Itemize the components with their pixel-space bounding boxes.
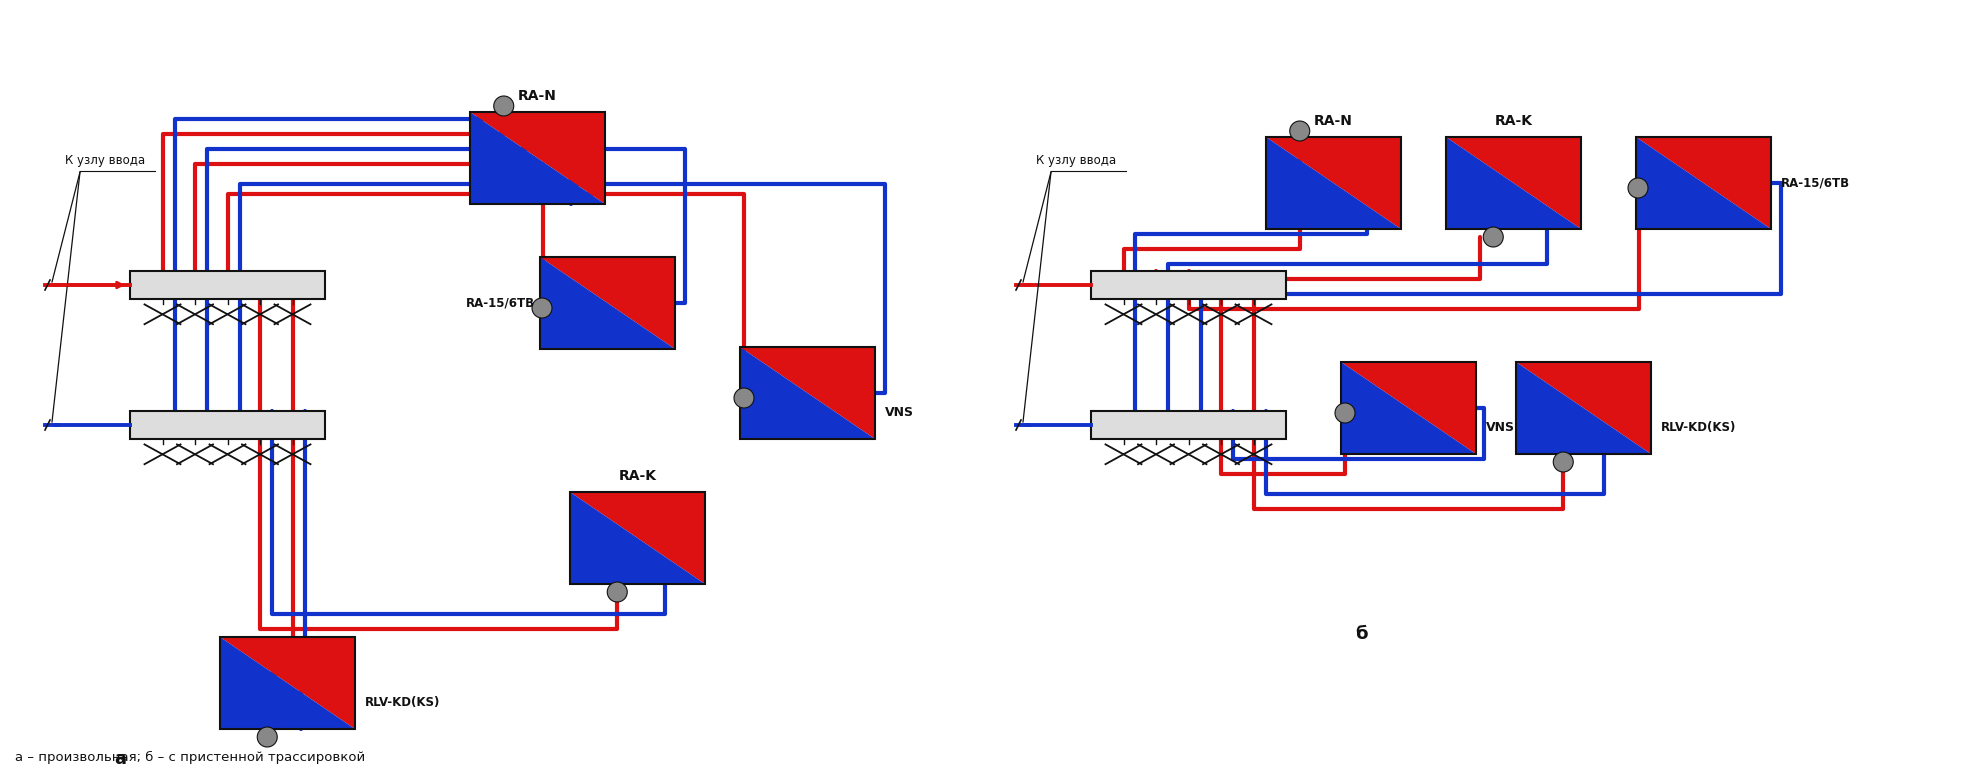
Bar (540, 257, 675, 349)
Bar (1340, 362, 1475, 454)
Polygon shape (1340, 362, 1475, 454)
Text: RA-N: RA-N (518, 89, 557, 103)
Circle shape (1628, 178, 1648, 198)
Text: VNS: VNS (885, 406, 914, 419)
Text: RA-K: RA-K (1495, 114, 1532, 128)
Polygon shape (571, 492, 704, 584)
Polygon shape (1517, 362, 1650, 454)
Bar (220, 637, 355, 729)
Polygon shape (740, 347, 875, 439)
Polygon shape (220, 637, 355, 729)
Bar (1091, 411, 1285, 439)
Text: RA-15/6ТВ: RA-15/6ТВ (1781, 176, 1850, 190)
Circle shape (608, 582, 628, 602)
Text: RA-N: RA-N (1315, 114, 1354, 128)
Polygon shape (1265, 137, 1401, 229)
Bar (471, 112, 604, 204)
Text: К узлу ввода: К узлу ввода (65, 154, 145, 167)
Polygon shape (471, 112, 604, 204)
Polygon shape (1636, 137, 1772, 229)
Circle shape (494, 96, 514, 116)
Text: а: а (114, 750, 126, 768)
Circle shape (1554, 452, 1574, 472)
Text: RA-15/6ТВ: RA-15/6ТВ (465, 296, 536, 310)
Polygon shape (471, 112, 604, 204)
Text: RLV-KD(KS): RLV-KD(KS) (365, 696, 439, 709)
Polygon shape (1340, 362, 1475, 454)
Text: RLV-KD(KS): RLV-KD(KS) (1662, 421, 1736, 434)
Circle shape (257, 727, 277, 747)
Bar (129, 271, 326, 299)
Text: К узлу ввода: К узлу ввода (1036, 154, 1116, 167)
Bar (740, 347, 875, 439)
Circle shape (1483, 227, 1503, 247)
Bar (1446, 137, 1581, 229)
Bar (1091, 271, 1285, 299)
Polygon shape (571, 492, 704, 584)
Circle shape (1289, 121, 1311, 141)
Polygon shape (1636, 137, 1772, 229)
Bar (1636, 137, 1772, 229)
Circle shape (532, 298, 551, 318)
Polygon shape (1446, 137, 1581, 229)
Bar (1517, 362, 1650, 454)
Polygon shape (1517, 362, 1650, 454)
Polygon shape (1265, 137, 1401, 229)
Text: б: б (1354, 625, 1368, 643)
Polygon shape (540, 257, 675, 349)
Polygon shape (1446, 137, 1581, 229)
Text: RA-K: RA-K (618, 469, 657, 483)
Bar (571, 492, 704, 584)
Polygon shape (540, 257, 675, 349)
Circle shape (1334, 403, 1356, 423)
Text: VNS: VNS (1485, 421, 1515, 434)
Circle shape (734, 388, 753, 408)
Bar (129, 411, 326, 439)
Bar (1265, 137, 1401, 229)
Polygon shape (220, 637, 355, 729)
Polygon shape (740, 347, 875, 439)
Text: а – произвольная; б – с пристенной трассировкой: а – произвольная; б – с пристенной трасс… (16, 751, 365, 764)
